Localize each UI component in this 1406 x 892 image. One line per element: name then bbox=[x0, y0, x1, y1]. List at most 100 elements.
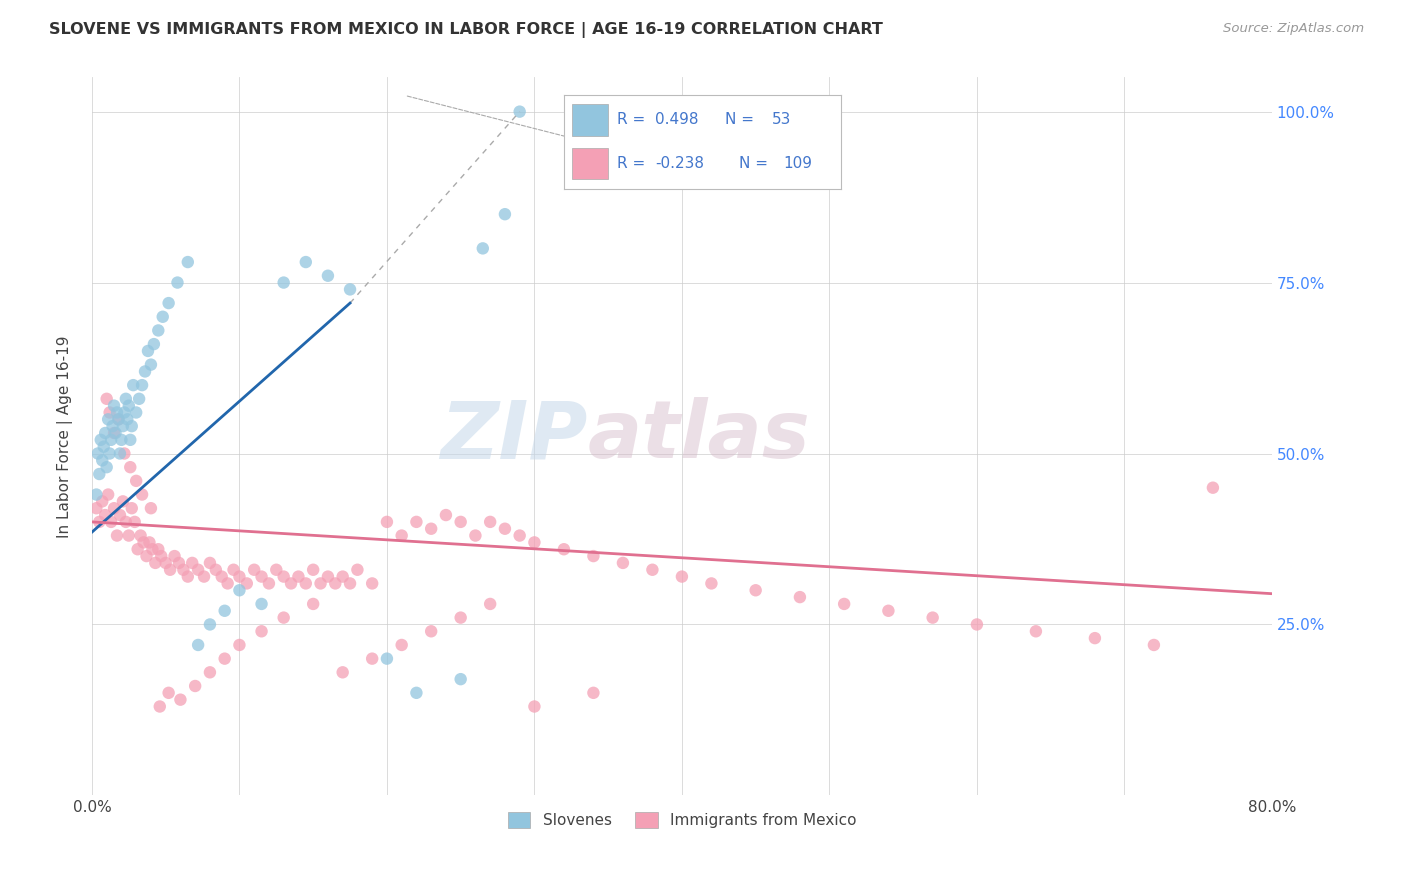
Point bbox=[105, 528, 128, 542]
Point bbox=[471, 241, 494, 255]
Point bbox=[117, 412, 139, 426]
Point bbox=[214, 651, 236, 665]
Point bbox=[877, 604, 900, 618]
Point bbox=[101, 419, 124, 434]
Point bbox=[464, 528, 486, 542]
Point bbox=[157, 686, 180, 700]
Point bbox=[280, 576, 302, 591]
Point bbox=[198, 665, 221, 680]
Point bbox=[129, 528, 152, 542]
Point bbox=[509, 528, 531, 542]
Point bbox=[105, 405, 128, 419]
Point bbox=[509, 104, 531, 119]
Point bbox=[641, 563, 664, 577]
Y-axis label: In Labor Force | Age 16-19: In Labor Force | Age 16-19 bbox=[58, 335, 73, 538]
Point bbox=[148, 542, 170, 557]
Point bbox=[323, 576, 346, 591]
Point bbox=[131, 487, 153, 501]
Point bbox=[222, 563, 245, 577]
Point bbox=[152, 310, 174, 324]
Point bbox=[177, 569, 200, 583]
Point bbox=[181, 556, 204, 570]
Point bbox=[375, 651, 398, 665]
Point bbox=[122, 378, 145, 392]
Point bbox=[405, 515, 427, 529]
Point bbox=[108, 446, 131, 460]
Point bbox=[217, 576, 239, 591]
Point bbox=[250, 624, 273, 639]
Point bbox=[479, 597, 502, 611]
Point bbox=[187, 638, 209, 652]
Point bbox=[921, 610, 943, 624]
Point bbox=[339, 576, 361, 591]
Point bbox=[479, 515, 502, 529]
Point bbox=[228, 638, 250, 652]
Point bbox=[243, 563, 266, 577]
Point bbox=[316, 268, 339, 283]
Point bbox=[157, 296, 180, 310]
Point bbox=[135, 549, 157, 563]
Point bbox=[128, 392, 150, 406]
Point bbox=[420, 522, 443, 536]
Point bbox=[332, 665, 354, 680]
Point bbox=[302, 597, 325, 611]
Point bbox=[582, 686, 605, 700]
Point bbox=[94, 508, 117, 522]
Point bbox=[187, 563, 209, 577]
Point bbox=[118, 399, 141, 413]
Point bbox=[316, 569, 339, 583]
Point bbox=[108, 508, 131, 522]
Point bbox=[294, 255, 316, 269]
Point bbox=[112, 405, 135, 419]
Point bbox=[391, 528, 413, 542]
Point bbox=[228, 569, 250, 583]
Point bbox=[169, 692, 191, 706]
Point bbox=[172, 563, 194, 577]
Point bbox=[107, 412, 129, 426]
Point bbox=[149, 699, 172, 714]
Point bbox=[94, 425, 117, 440]
Point bbox=[523, 535, 546, 549]
Point bbox=[89, 467, 111, 481]
Point bbox=[112, 446, 135, 460]
Point bbox=[91, 494, 114, 508]
Point bbox=[125, 405, 148, 419]
Text: ZIP: ZIP bbox=[440, 398, 588, 475]
Point bbox=[120, 433, 142, 447]
Point bbox=[89, 515, 111, 529]
Point bbox=[257, 576, 280, 591]
Point bbox=[97, 487, 120, 501]
Point bbox=[111, 419, 134, 434]
Text: SLOVENE VS IMMIGRANTS FROM MEXICO IN LABOR FORCE | AGE 16-19 CORRELATION CHART: SLOVENE VS IMMIGRANTS FROM MEXICO IN LAB… bbox=[49, 22, 883, 38]
Point bbox=[177, 255, 200, 269]
Point bbox=[139, 501, 162, 516]
Point bbox=[121, 419, 143, 434]
Point bbox=[302, 563, 325, 577]
Point bbox=[1025, 624, 1047, 639]
Point bbox=[103, 501, 125, 516]
Point bbox=[671, 569, 693, 583]
Point bbox=[375, 515, 398, 529]
Point bbox=[110, 433, 132, 447]
Point bbox=[523, 699, 546, 714]
Point bbox=[107, 412, 129, 426]
Point bbox=[127, 542, 149, 557]
Point bbox=[450, 610, 472, 624]
Point bbox=[121, 501, 143, 516]
Point bbox=[131, 378, 153, 392]
Point bbox=[789, 590, 811, 604]
Point bbox=[93, 440, 115, 454]
Point bbox=[966, 617, 988, 632]
Point bbox=[103, 425, 125, 440]
Point bbox=[193, 569, 215, 583]
Point bbox=[136, 343, 159, 358]
Point bbox=[198, 617, 221, 632]
Text: atlas: atlas bbox=[588, 398, 810, 475]
Point bbox=[166, 276, 188, 290]
Point bbox=[142, 337, 165, 351]
Point bbox=[612, 556, 634, 570]
Point bbox=[87, 446, 110, 460]
Point bbox=[273, 610, 295, 624]
Point bbox=[104, 425, 127, 440]
Point bbox=[1084, 631, 1107, 645]
